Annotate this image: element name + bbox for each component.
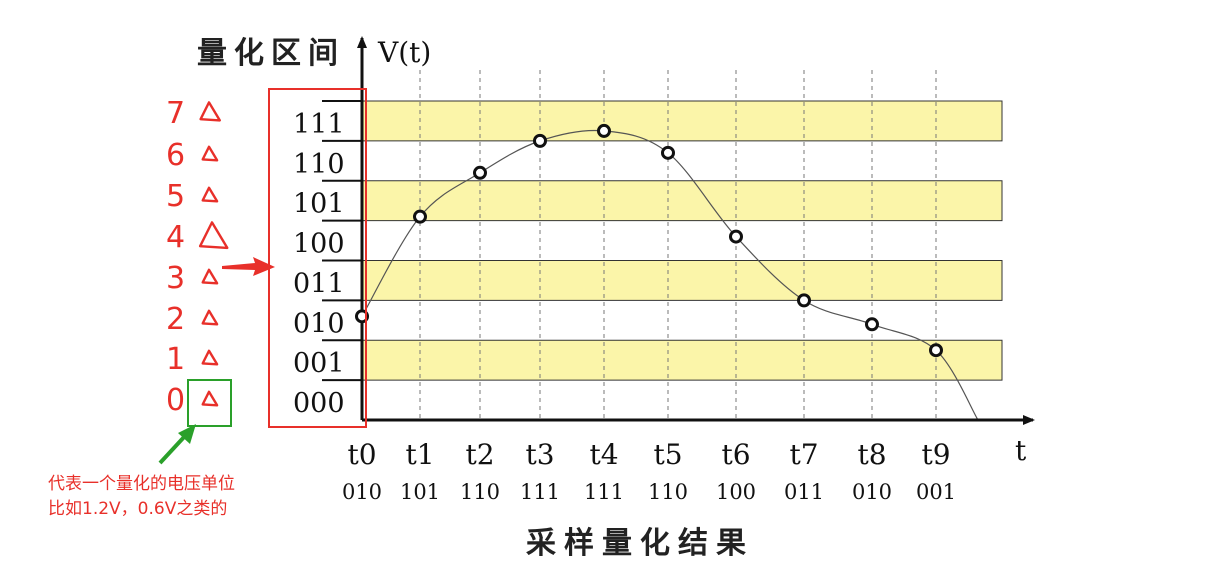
sample-code-label: 011 xyxy=(784,480,824,504)
triangle-mark xyxy=(199,101,221,122)
level-index-label: 1 xyxy=(166,342,185,377)
level-code-label: 110 xyxy=(293,149,345,180)
sample-point xyxy=(865,317,879,332)
sample-point xyxy=(661,145,675,160)
triangle-mark xyxy=(201,390,219,407)
green-pointer-arrowhead xyxy=(178,424,196,444)
x-axis-label: t xyxy=(1015,434,1027,467)
level-code-label: 010 xyxy=(293,308,345,339)
sample-point xyxy=(597,123,611,138)
triangle-mark xyxy=(201,349,219,366)
sample-point xyxy=(473,165,487,180)
level-index-label: 6 xyxy=(166,138,185,173)
sample-code-label: 111 xyxy=(520,480,560,504)
band-level-5 xyxy=(361,180,1003,222)
triangle-mark xyxy=(201,186,219,203)
triangle-mark xyxy=(201,268,219,285)
level-ticks xyxy=(322,100,362,382)
sample-point xyxy=(413,209,427,224)
sample-time-label: t7 xyxy=(789,438,818,471)
bottom-title: 采样量化结果 xyxy=(526,526,754,561)
sample-time-label: t4 xyxy=(589,438,618,471)
triangle-mark xyxy=(201,309,219,326)
sample-time-label: t0 xyxy=(347,438,376,471)
sample-code-label: 101 xyxy=(400,480,440,504)
y-axis-label: V(t) xyxy=(377,36,431,69)
sample-code-labels: 010 101 110 111 111 110 100 011 010 001 xyxy=(342,480,956,504)
sample-code-label: 111 xyxy=(584,480,624,504)
hand-drawn-triangle-marks xyxy=(198,101,229,407)
annotation-line-2: 比如1.2V，0.6V之类的 xyxy=(48,499,227,519)
sample-code-label: 010 xyxy=(852,480,892,504)
sample-time-label: t5 xyxy=(653,438,682,471)
y-axis-title: 量化区间 xyxy=(197,36,345,71)
sample-code-label: 100 xyxy=(716,480,756,504)
band-level-7 xyxy=(361,100,1003,142)
sample-time-label: t8 xyxy=(857,438,886,471)
level-code-label: 111 xyxy=(293,109,345,140)
band-level-1 xyxy=(361,339,1003,381)
sample-time-label: t3 xyxy=(525,438,554,471)
sample-code-label: 001 xyxy=(916,480,956,504)
level-index-label: 3 xyxy=(166,261,185,296)
sample-point xyxy=(355,309,369,324)
green-highlight-box xyxy=(187,379,232,427)
level-code-label: 000 xyxy=(293,388,345,419)
sample-point xyxy=(929,343,943,358)
level-code-label: 001 xyxy=(293,348,345,379)
level-index-label: 4 xyxy=(166,220,185,255)
sample-points xyxy=(355,123,943,358)
level-index-label: 7 xyxy=(166,96,185,131)
level-index-label: 0 xyxy=(166,383,185,418)
level-index-label: 5 xyxy=(166,179,185,214)
sample-point xyxy=(797,293,811,308)
sample-time-labels: t0 t1 t2 t3 t4 t5 t6 t7 t8 t9 xyxy=(347,438,950,471)
sample-code-label: 110 xyxy=(648,480,688,504)
sample-time-label: t1 xyxy=(405,438,434,471)
red-pointer-arrow xyxy=(222,257,275,276)
sample-time-label: t2 xyxy=(465,438,494,471)
sample-point xyxy=(533,133,547,148)
level-codes-highlight-box xyxy=(268,88,367,428)
sample-time-label: t6 xyxy=(721,438,750,471)
green-pointer-arrow-shaft xyxy=(158,434,187,465)
quantization-bands xyxy=(361,100,1003,381)
band-level-3 xyxy=(361,260,1003,301)
sample-code-label: 110 xyxy=(460,480,500,504)
sample-code-label: 010 xyxy=(342,480,382,504)
triangle-mark xyxy=(201,145,219,162)
level-code-labels: 000 001 010 011 100 101 110 111 xyxy=(293,109,345,419)
level-index-labels: 0 1 2 3 4 5 6 7 xyxy=(166,96,185,418)
level-index-label: 2 xyxy=(166,302,185,337)
level-code-label: 100 xyxy=(293,229,345,260)
level-code-label: 101 xyxy=(293,189,345,220)
level-code-label: 011 xyxy=(293,268,345,299)
annotation-line-1: 代表一个量化的电压单位 xyxy=(48,474,235,494)
sample-point xyxy=(729,229,743,244)
sample-time-label: t9 xyxy=(921,438,950,471)
triangle-mark xyxy=(198,221,229,250)
